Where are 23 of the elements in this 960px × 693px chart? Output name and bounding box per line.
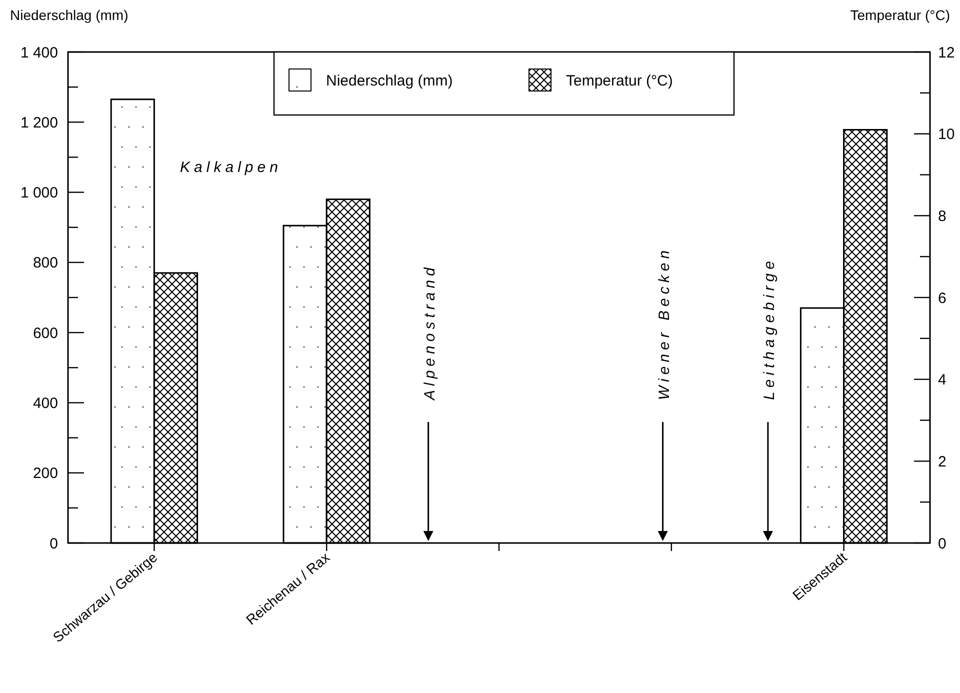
y-tick-label: 200 <box>32 465 58 482</box>
y-tick-label: 0 <box>50 535 58 552</box>
y-tick-label: 600 <box>32 324 58 342</box>
y2-tick-label: 10 <box>938 126 955 144</box>
annotation: Wiener Becken <box>656 246 673 400</box>
annotation: Alpenostrand <box>421 264 438 401</box>
y-axis-title: Niederschlag (mm) <box>10 7 128 23</box>
y2-tick-label: 2 <box>938 453 946 470</box>
y2-tick-label: 8 <box>938 208 946 225</box>
annotation: Leithagebirge <box>760 257 778 400</box>
y2-tick-label: 6 <box>938 290 946 307</box>
y-tick-label: 1 200 <box>20 114 58 132</box>
y2-tick-label: 4 <box>938 372 946 389</box>
y-tick-label: 1 400 <box>20 44 58 62</box>
legend-label: Niederschlag (mm) <box>326 72 453 90</box>
y-tick-label: 400 <box>32 394 58 412</box>
y2-tick-label: 0 <box>938 535 946 552</box>
y-tick-label: 800 <box>32 254 58 272</box>
annotation: Kalkalpen <box>180 159 282 176</box>
y-tick-label: 1 000 <box>20 184 58 202</box>
legend-label: Temperatur (°C) <box>566 72 673 90</box>
y2-tick-label: 12 <box>938 44 955 62</box>
y2-axis-title: Temperatur (°C) <box>850 7 950 23</box>
